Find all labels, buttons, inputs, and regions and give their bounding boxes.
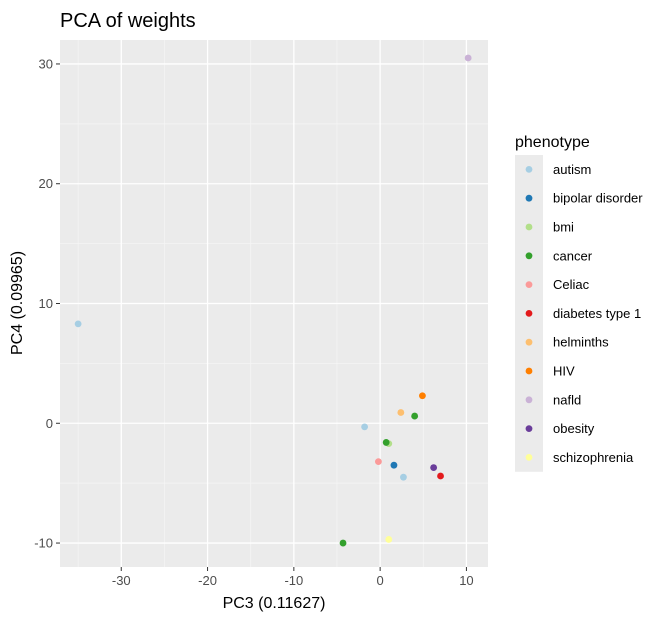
legend-key (525, 396, 533, 404)
legend-label: obesity (553, 421, 595, 436)
data-point (361, 423, 369, 431)
grid-major (60, 40, 488, 567)
legend-label: schizophrenia (553, 450, 634, 465)
legend-key (525, 252, 533, 260)
data-point (339, 539, 347, 547)
data-point (385, 536, 393, 543)
x-tick-label: -20 (198, 573, 217, 588)
y-axis-ticks: -10 0 10 20 30 (34, 56, 60, 551)
legend-label: bmi (553, 220, 574, 235)
x-axis-ticks: -30 -20 -10 0 10 (112, 567, 474, 588)
data-point (437, 472, 444, 480)
data-point (74, 320, 82, 328)
legend: autism bipolar disorder bmi cancer Celiac dia… (515, 155, 643, 472)
legend-label: HIV (553, 364, 575, 379)
legend-title: phenotype (515, 134, 590, 151)
chart-title: PCA of weights (60, 10, 196, 32)
data-point (464, 54, 472, 62)
data-point (411, 412, 419, 420)
y-tick-label: -10 (34, 536, 53, 551)
legend-key (525, 425, 533, 432)
y-tick-label: 20 (39, 176, 53, 191)
x-tick-label: 10 (459, 573, 473, 588)
data-point (390, 461, 398, 469)
y-tick-label: 30 (39, 56, 53, 71)
data-point (430, 464, 438, 471)
legend-label: Celiac (553, 277, 590, 292)
data-points (74, 54, 472, 547)
legend-label: bipolar disorder (553, 191, 643, 206)
data-point (382, 439, 390, 446)
legend-label: diabetes type 1 (553, 306, 641, 321)
x-axis-label: PC3 (0.11627) (223, 595, 326, 612)
legend-key (525, 338, 533, 346)
y-tick-label: 10 (39, 296, 53, 311)
data-point (375, 458, 382, 465)
x-tick-label: -10 (284, 573, 303, 588)
legend-label: helminths (553, 335, 609, 350)
legend-key (525, 310, 533, 317)
legend-key (525, 281, 533, 288)
x-tick-label: -30 (112, 573, 131, 588)
legend-label: autism (553, 162, 591, 177)
legend-key (525, 223, 533, 231)
y-tick-label: 0 (46, 416, 53, 431)
y-axis-label: PC4 (0.09965) (9, 251, 26, 355)
legend-key (525, 367, 533, 375)
legend-key (525, 194, 533, 202)
data-point (397, 409, 405, 416)
data-point (400, 473, 407, 481)
legend-key (525, 166, 533, 173)
data-point (419, 392, 426, 400)
legend-label: nafld (553, 392, 581, 407)
x-tick-label: 0 (377, 573, 384, 588)
legend-label: cancer (553, 248, 593, 263)
legend-key (525, 454, 533, 461)
